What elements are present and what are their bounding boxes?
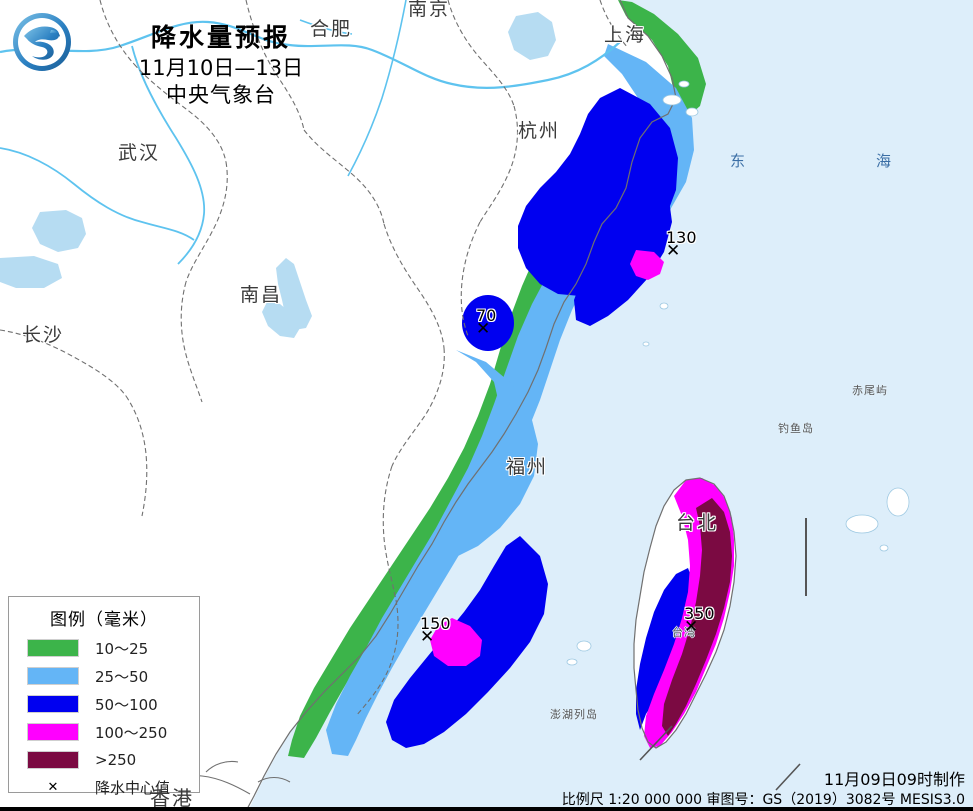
issuing-organization: 中央气象台 — [166, 83, 276, 107]
legend-swatch-magenta — [27, 723, 79, 741]
legend-item-gt250: >250 — [9, 746, 199, 774]
sea-label-east-2: 海 — [876, 152, 894, 170]
city-label-hongkong: 香港 — [150, 786, 194, 810]
band-50-100-taiwan — [636, 568, 696, 730]
dongting-lake — [32, 210, 86, 252]
legend-label: 25～50 — [95, 667, 149, 686]
city-label-shanghai: 上海 — [604, 24, 647, 46]
precip-center-70: 70 ✕ — [476, 308, 496, 338]
province-border-13 — [185, 161, 228, 283]
city-label-taipei: 台北 — [676, 512, 719, 534]
province-border-12 — [133, 63, 227, 163]
leader-line-footer-2 — [775, 763, 801, 791]
legend-item-center-marker: ✕ 降水中心值 — [9, 774, 199, 800]
legend-swatch-blue — [27, 695, 79, 713]
river-branch-3 — [347, 0, 407, 177]
city-label-fuzhou: 福州 — [506, 456, 549, 478]
production-time: 11月09日09时制作 — [823, 770, 965, 789]
precip-center-value: 70 — [476, 306, 497, 325]
band-50-100-inner-oval — [462, 295, 514, 351]
precip-center-marker-icon: ✕ — [476, 319, 491, 339]
precip-center-marker-icon: ✕ — [47, 779, 59, 795]
offshore-islands — [566, 80, 910, 666]
island-label-penghu: 澎湖列岛 — [550, 708, 598, 721]
poyang-lake-lobe — [262, 300, 300, 338]
province-border-15 — [0, 329, 127, 397]
leader-line-footer — [639, 725, 673, 761]
coastline-taiwan — [633, 477, 737, 749]
city-label-nanchang: 南昌 — [240, 284, 283, 306]
cma-dragon-logo — [10, 10, 74, 74]
legend-label: >250 — [95, 751, 137, 769]
city-label-wuhan: 武汉 — [118, 142, 161, 164]
dongting-lake-2 — [0, 256, 62, 288]
island-label-chiweiyu: 赤尾屿 — [852, 384, 888, 397]
coastline-mainland — [245, 0, 677, 811]
precip-center-150: 150 ✕ — [420, 616, 451, 646]
page-title: 降水量预报 — [150, 23, 291, 52]
legend-label: 100～250 — [95, 723, 168, 742]
island-label-taiwan: 台湾 — [672, 626, 696, 639]
sea-label-east-1: 东 — [730, 152, 748, 170]
city-label-hefei: 合肥 — [310, 18, 353, 40]
map-header: 降水量预报 11月10日—13日 中央气象台 — [96, 23, 346, 108]
river-branch-1 — [131, 45, 206, 265]
taihu-lake — [508, 12, 556, 60]
legend-label: 50～100 — [95, 695, 158, 714]
precip-center-marker-icon: ✕ — [420, 627, 435, 647]
province-border-3 — [383, 223, 445, 349]
province-border-1 — [245, 0, 305, 131]
province-border-10 — [460, 221, 481, 337]
precip-center-value: 150 — [420, 614, 451, 633]
band-gt250-taiwan — [662, 498, 732, 736]
precip-center-value: 130 — [666, 228, 697, 247]
province-border-16 — [125, 395, 148, 517]
legend-item-25-50: 25～50 — [9, 662, 199, 690]
legend-label: 10～25 — [95, 639, 149, 658]
scale-and-approval: 比例尺 1:20 000 000 审图号：GS（2019）3082号 MESIS… — [561, 792, 965, 808]
city-label-hangzhou: 杭州 — [518, 120, 561, 142]
province-border-14 — [180, 281, 203, 403]
province-border-5 — [382, 465, 397, 601]
forecast-date-range: 11月10日—13日 — [138, 55, 304, 80]
precip-center-marker-icon: ✕ — [666, 241, 681, 261]
city-label-nanjing: 南京 — [408, 0, 451, 20]
band-50-100-blue-coastal-n — [574, 150, 672, 326]
province-border-7 — [599, 0, 629, 49]
legend-swatch-lightblue — [27, 667, 79, 685]
legend-swatch-maroon — [27, 751, 79, 769]
band-100-250-south-coast — [430, 618, 482, 666]
legend-panel: 图例（毫米） 10～25 25～50 50～100 100～250 >250 ✕… — [8, 596, 200, 797]
legend-title: 图例（毫米） — [50, 610, 158, 630]
precip-center-value: 350 — [684, 604, 715, 623]
legend-item-100-250: 100～250 — [9, 718, 199, 746]
province-border-8 — [447, 0, 515, 107]
legend-label: 降水中心值 — [95, 778, 171, 797]
precip-center-130: 130 ✕ — [666, 230, 697, 260]
city-label-changsha: 长沙 — [22, 324, 65, 346]
legend-swatch-green — [27, 639, 79, 657]
province-border-11 — [99, 0, 135, 65]
province-border-9 — [479, 105, 518, 223]
island-label-diaoyudao: 钓鱼岛 — [778, 422, 814, 435]
river-branch-2 — [0, 147, 195, 241]
province-border-2 — [303, 129, 385, 225]
river-branch-4 — [299, 19, 353, 35]
band-100-250-coastal-n — [630, 250, 664, 280]
province-border-4 — [391, 347, 445, 467]
legend-item-50-100: 50～100 — [9, 690, 199, 718]
precip-center-350: 350 ✕ — [684, 606, 715, 636]
legend-item-10-25: 10～25 — [9, 634, 199, 662]
precip-center-marker-icon: ✕ — [684, 617, 699, 637]
bottom-rule — [0, 807, 973, 811]
province-border-6 — [355, 599, 399, 717]
